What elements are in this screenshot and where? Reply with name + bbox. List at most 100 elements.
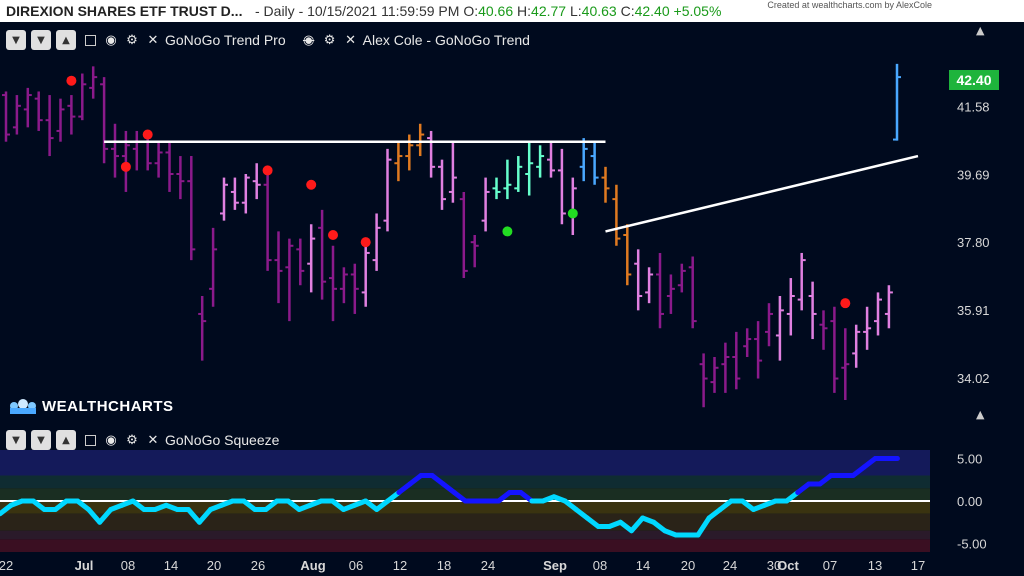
price-bar xyxy=(568,177,577,235)
squeeze-line-segment xyxy=(629,515,646,534)
triangle-up-icon[interactable]: ▲ xyxy=(56,30,76,50)
price-bar xyxy=(819,310,828,350)
price-bar xyxy=(884,285,893,329)
bar-info: - Daily - 10/15/2021 11:59:59 PM O:40.66… xyxy=(255,3,721,19)
price-bar xyxy=(775,296,784,361)
x-axis-tick: 30 xyxy=(767,558,781,573)
price-bar xyxy=(307,224,316,293)
scale-up-icon[interactable]: ▲ xyxy=(976,24,985,37)
price-bar xyxy=(67,95,76,135)
collapse-icon[interactable] xyxy=(85,434,96,446)
close-icon[interactable]: ✕ xyxy=(345,32,357,48)
price-axis-tick: 35.91 xyxy=(957,303,990,318)
nogo-dot xyxy=(262,165,273,176)
eye-icon[interactable]: ◉ xyxy=(105,32,117,48)
price-bar xyxy=(601,166,610,203)
squeeze-axis-tick: -5.00 xyxy=(957,537,987,552)
trend-line xyxy=(605,154,919,233)
last-price-tag: 42.40 xyxy=(949,70,999,90)
interval-label[interactable]: - Daily xyxy=(255,3,295,19)
indicator-row-trend: ▼ ▼ ▲ ◉ ⚙ ✕ GoNoGo Trend Pro ◉ ⚙ ✕ Alex … xyxy=(6,30,530,50)
price-bar xyxy=(656,252,664,329)
squeeze-line-segment xyxy=(97,507,114,525)
ohlc-close: 42.40 xyxy=(634,3,670,19)
price-bar xyxy=(405,134,414,171)
price-bar xyxy=(34,91,43,131)
scale-down-icon[interactable]: ▲ xyxy=(976,408,985,421)
ohlc-o-label: O: xyxy=(463,3,479,19)
eye-off-icon[interactable]: ◉ xyxy=(302,32,315,48)
indicator-trend-pro-label[interactable]: GoNoGo Trend Pro xyxy=(165,32,286,48)
price-bar xyxy=(536,145,545,178)
squeeze-band xyxy=(0,475,930,489)
price-axis-tick: 39.69 xyxy=(957,167,990,182)
price-bar xyxy=(699,353,708,408)
price-bar xyxy=(797,252,806,311)
price-bar xyxy=(383,148,392,232)
triangle-up-icon[interactable]: ▲ xyxy=(56,430,76,450)
price-bar xyxy=(372,213,381,271)
price-bar xyxy=(459,191,468,279)
price-bar xyxy=(23,87,32,128)
x-axis-tick: 13 xyxy=(868,558,882,573)
collapse-icon[interactable] xyxy=(85,34,96,46)
x-axis-tick: 06 xyxy=(349,558,363,573)
price-bar xyxy=(808,281,817,340)
squeeze-axis-tick: 5.00 xyxy=(957,452,982,467)
indicator-trend-label[interactable]: Alex Cole - GoNoGo Trend xyxy=(362,32,530,48)
triangle-down-icon[interactable]: ▼ xyxy=(31,30,51,50)
price-bar xyxy=(220,177,228,221)
indicator-squeeze-label[interactable]: GoNoGo Squeeze xyxy=(165,432,280,448)
price-bar xyxy=(514,156,523,192)
price-axis-tick: 41.58 xyxy=(957,100,990,115)
price-bar xyxy=(874,292,882,336)
price-bar xyxy=(100,77,109,164)
price-bar xyxy=(329,245,337,322)
gear-icon[interactable]: ⚙ xyxy=(126,432,138,448)
price-bar xyxy=(721,342,730,393)
logo-text: WEALTHCHARTS xyxy=(42,397,174,415)
ohlc-l-label: L: xyxy=(569,3,582,19)
price-bar xyxy=(754,321,763,379)
price-bar xyxy=(165,141,174,192)
price-bar xyxy=(841,328,850,401)
price-bar xyxy=(296,238,305,286)
gear-icon[interactable]: ⚙ xyxy=(323,32,336,48)
triangle-down-icon[interactable]: ▼ xyxy=(6,430,26,450)
x-axis-tick: Aug xyxy=(300,558,325,573)
price-bar xyxy=(743,328,752,357)
x-axis-tick: Oct xyxy=(777,558,799,573)
price-bar xyxy=(350,263,359,314)
price-bar xyxy=(557,148,566,225)
price-bar xyxy=(132,130,141,171)
price-bar xyxy=(339,267,348,304)
price-bar xyxy=(634,249,643,311)
price-bar xyxy=(525,141,534,196)
squeeze-band xyxy=(0,539,930,552)
close-icon[interactable]: ✕ xyxy=(147,32,159,48)
price-bar xyxy=(765,303,773,347)
nogo-dot xyxy=(360,237,371,248)
triangle-down-icon[interactable]: ▼ xyxy=(31,430,51,450)
price-bar xyxy=(503,159,512,200)
price-bar xyxy=(143,134,152,171)
gear-icon[interactable]: ⚙ xyxy=(126,32,138,48)
price-bar xyxy=(645,267,654,304)
x-axis-tick: 08 xyxy=(121,558,135,573)
go-dot xyxy=(502,226,513,237)
triangle-down-icon[interactable]: ▼ xyxy=(6,30,26,50)
price-bar xyxy=(230,177,239,210)
x-axis-tick: 17 xyxy=(911,558,925,573)
nogo-dot xyxy=(120,161,131,172)
squeeze-band xyxy=(0,513,930,531)
eye-icon[interactable]: ◉ xyxy=(105,432,117,448)
symbol-title[interactable]: DIREXION SHARES ETF TRUST D... xyxy=(6,3,243,19)
close-icon[interactable]: ✕ xyxy=(147,432,159,448)
x-axis-tick: 14 xyxy=(636,558,650,573)
squeeze-band xyxy=(0,501,930,514)
credit-text: Created at wealthcharts.com by AlexCole xyxy=(767,0,932,10)
price-bar xyxy=(677,263,686,293)
x-axis-tick: Sep xyxy=(543,558,567,573)
price-bar xyxy=(111,123,119,178)
